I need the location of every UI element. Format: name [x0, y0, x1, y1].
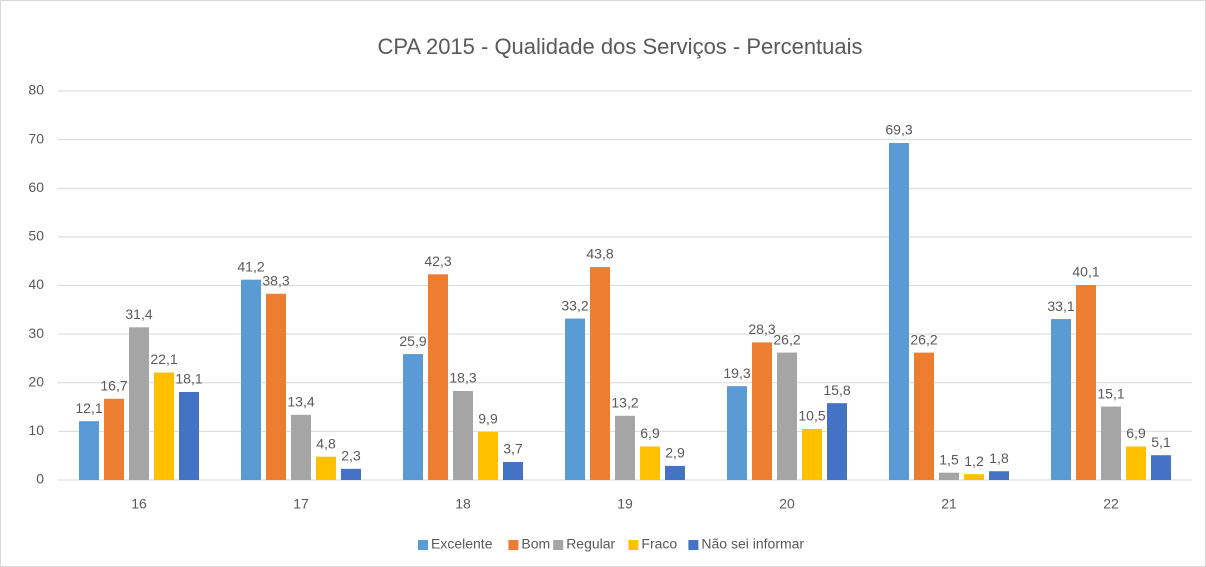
- bar: [640, 446, 660, 480]
- legend-label: Fraco: [641, 536, 677, 552]
- data-label: 12,1: [75, 400, 102, 416]
- bar: [802, 428, 822, 480]
- data-label: 3,7: [503, 441, 523, 457]
- data-label: 1,2: [964, 453, 984, 469]
- data-label: 33,1: [1047, 298, 1074, 314]
- bar: [341, 468, 361, 480]
- data-label: 41,2: [237, 258, 264, 274]
- y-tick-label: 10: [28, 422, 44, 438]
- bar: [104, 398, 124, 480]
- bar: [503, 462, 523, 480]
- data-label: 5,1: [1151, 434, 1171, 450]
- bar: [914, 352, 934, 480]
- bar: [1126, 446, 1146, 480]
- data-label: 25,9: [399, 333, 426, 349]
- y-tick-label: 50: [28, 228, 44, 244]
- bar: [403, 354, 423, 480]
- chart-title: CPA 2015 - Qualidade dos Serviços - Perc…: [377, 34, 862, 59]
- data-label: 6,9: [640, 425, 660, 441]
- legend-label: Excelente: [431, 536, 493, 552]
- data-label: 26,2: [773, 331, 800, 347]
- bar: [266, 293, 286, 480]
- data-label: 18,1: [175, 371, 202, 387]
- bar: [752, 342, 772, 480]
- data-label: 43,8: [586, 246, 613, 262]
- bar: [777, 352, 797, 480]
- data-label: 19,3: [723, 365, 750, 381]
- legend-swatch: [688, 540, 699, 550]
- data-label: 2,9: [665, 445, 685, 461]
- x-tick-label: 22: [1103, 496, 1119, 512]
- data-label: 15,8: [823, 382, 850, 398]
- data-label: 40,1: [1072, 264, 1099, 280]
- x-tick-label: 18: [455, 496, 471, 512]
- x-tick-label: 17: [293, 496, 309, 512]
- data-label: 22,1: [150, 351, 177, 367]
- bar: [179, 391, 199, 480]
- legend-label: Regular: [566, 536, 615, 552]
- data-label: 31,4: [125, 306, 152, 322]
- bar: [129, 327, 149, 480]
- data-label: 13,2: [611, 395, 638, 411]
- bar: [1151, 455, 1171, 480]
- bar: [827, 403, 847, 480]
- bar: [665, 465, 685, 480]
- bar: [1076, 285, 1096, 480]
- x-tick-label: 21: [941, 496, 957, 512]
- data-label: 10,5: [798, 408, 825, 424]
- bar: [291, 414, 311, 480]
- bar: [727, 386, 747, 480]
- data-label: 33,2: [561, 297, 588, 313]
- bar: [1051, 319, 1071, 480]
- bar: [964, 474, 984, 480]
- legend-swatch: [418, 540, 428, 550]
- y-tick-label: 80: [28, 82, 44, 98]
- y-tick-label: 30: [28, 325, 44, 341]
- data-label: 28,3: [748, 321, 775, 337]
- bar: [241, 279, 261, 480]
- data-label: 15,1: [1097, 385, 1124, 401]
- x-tick-label: 16: [131, 496, 147, 512]
- bar: [565, 318, 585, 480]
- bar: [615, 415, 635, 480]
- legend-label: Não sei informar: [701, 536, 804, 552]
- data-label: 6,9: [1126, 425, 1146, 441]
- legend-label: Bom: [521, 536, 550, 552]
- y-tick-label: 60: [28, 179, 44, 195]
- bar: [428, 274, 448, 480]
- bar: [478, 431, 498, 480]
- data-label: 1,8: [989, 450, 1009, 466]
- data-label: 16,7: [100, 377, 127, 393]
- legend-swatch: [628, 540, 639, 550]
- y-tick-label: 40: [28, 276, 44, 292]
- data-label: 18,3: [449, 370, 476, 386]
- bar: [1101, 406, 1121, 480]
- bar: [316, 456, 336, 480]
- x-tick-label: 19: [617, 496, 633, 512]
- data-label: 9,9: [478, 411, 498, 427]
- data-label: 69,3: [885, 122, 912, 138]
- legend-swatch: [508, 540, 519, 550]
- data-label: 2,3: [341, 448, 361, 464]
- bar: [79, 421, 99, 480]
- data-label: 4,8: [316, 435, 336, 451]
- y-tick-label: 20: [28, 373, 44, 389]
- data-label: 26,2: [910, 331, 937, 347]
- y-tick-label: 0: [36, 471, 44, 487]
- y-tick-label: 70: [28, 130, 44, 146]
- bar: [889, 143, 909, 480]
- x-tick-label: 20: [779, 496, 795, 512]
- bar: [989, 471, 1009, 480]
- bar: [154, 372, 174, 480]
- bar: [453, 391, 473, 480]
- bar: [590, 267, 610, 480]
- data-label: 38,3: [262, 272, 289, 288]
- legend-swatch: [553, 540, 564, 550]
- data-label: 13,4: [287, 394, 314, 410]
- data-label: 1,5: [939, 451, 959, 467]
- data-label: 42,3: [424, 253, 451, 269]
- bar: [939, 472, 959, 480]
